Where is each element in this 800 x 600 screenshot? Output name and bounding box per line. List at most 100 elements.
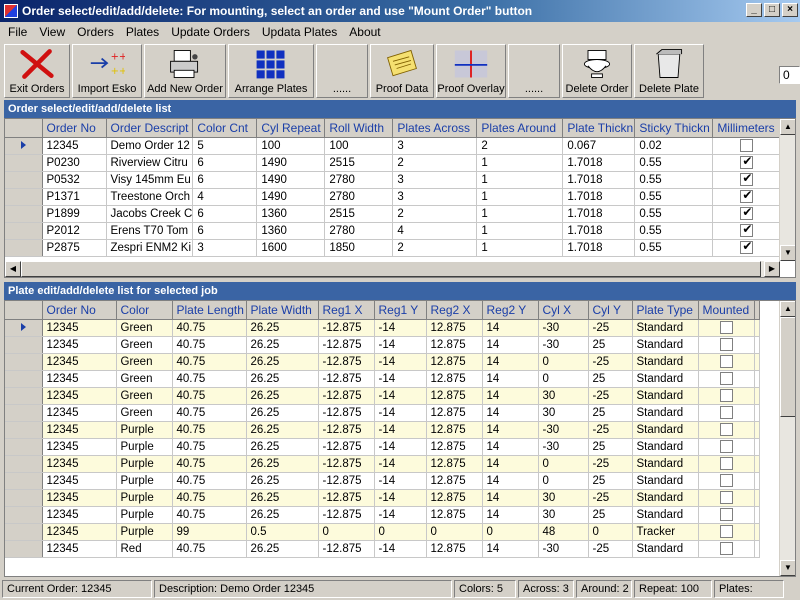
table-row[interactable]: 12345 Purple 40.75 26.25 -12.875 -14 12.875 14 3… <box>5 489 760 507</box>
table-cell[interactable] <box>698 404 755 422</box>
column-header[interactable]: Cyl X <box>538 301 589 320</box>
table-cell[interactable]: -14 <box>374 353 427 371</box>
column-header[interactable]: Reg2 X <box>426 301 483 320</box>
table-cell[interactable]: Green <box>116 336 173 354</box>
checkbox[interactable] <box>740 139 754 152</box>
column-header[interactable]: Plate Type <box>632 301 699 320</box>
scroll-down-icon[interactable]: ▼ <box>780 245 795 261</box>
table-cell[interactable] <box>698 353 755 371</box>
table-cell[interactable]: -30 <box>538 319 589 337</box>
table-cell[interactable]: 12345 <box>42 472 117 490</box>
column-header[interactable]: Color <box>116 301 173 320</box>
table-cell[interactable]: Green <box>116 319 173 337</box>
checkbox[interactable] <box>740 222 754 237</box>
table-cell[interactable]: 4 <box>392 222 478 240</box>
table-cell[interactable]: 26.25 <box>246 455 319 473</box>
table-cell[interactable]: 2 <box>392 154 478 172</box>
row-selector[interactable] <box>5 506 43 524</box>
table-cell[interactable] <box>698 540 755 558</box>
table-cell[interactable]: Green <box>116 370 173 388</box>
table-cell[interactable]: 12345 <box>42 421 117 439</box>
menu-update-orders[interactable]: Update Orders <box>171 25 250 39</box>
orders-hscroll[interactable]: ◀ ▶ <box>5 261 780 277</box>
table-cell[interactable]: Riverview Citru <box>106 154 194 172</box>
table-cell[interactable]: 30 <box>538 489 589 507</box>
table-cell[interactable]: -12.875 <box>318 472 375 490</box>
table-cell[interactable]: 0.067 <box>562 137 636 155</box>
table-cell[interactable]: 40.75 <box>172 438 247 456</box>
table-cell[interactable]: 12.875 <box>426 506 483 524</box>
table-row[interactable]: P1371 Treestone Orch 4 1490 2780 3 1 1.7018 0.55 <box>5 188 787 206</box>
table-cell[interactable]: Jacobs Creek C <box>106 205 194 223</box>
delete-plate-button[interactable]: Delete Plate <box>634 44 704 98</box>
table-cell[interactable]: -12.875 <box>318 319 375 337</box>
table-cell[interactable]: -12.875 <box>318 421 375 439</box>
table-cell[interactable]: 25 <box>588 404 633 422</box>
table-row[interactable]: 12345 Purple 40.75 26.25 -12.875 -14 12.875 14 3… <box>5 506 760 524</box>
table-cell[interactable]: 26.25 <box>246 472 319 490</box>
table-cell[interactable]: 12345 <box>42 319 117 337</box>
table-cell[interactable]: -14 <box>374 319 427 337</box>
table-row[interactable]: 12345 Purple 40.75 26.25 -12.875 -14 12.875 14 0… <box>5 472 760 490</box>
delete-order-button[interactable]: Delete Order <box>562 44 632 98</box>
column-header[interactable]: Mounted <box>698 301 755 320</box>
table-cell[interactable]: 12.875 <box>426 353 483 371</box>
table-cell[interactable]: 1 <box>476 171 564 189</box>
table-cell[interactable]: 12.875 <box>426 370 483 388</box>
table-row[interactable]: 12345 Green 40.75 26.25 -12.875 -14 12.875 14 0-… <box>5 353 760 371</box>
row-selector[interactable] <box>5 489 43 507</box>
table-cell[interactable]: -30 <box>538 540 589 558</box>
scroll-up-icon[interactable]: ▲ <box>780 301 795 317</box>
scroll-up-icon[interactable]: ▲ <box>780 119 795 135</box>
column-header[interactable]: Plate Length <box>172 301 247 320</box>
table-cell[interactable]: 0.55 <box>634 222 714 240</box>
table-row[interactable]: 12345 Purple 40.75 26.25 -12.875 -14 12.875 14-… <box>5 421 760 439</box>
scroll-left-icon[interactable]: ◀ <box>5 261 21 277</box>
table-cell[interactable]: Demo Order 12 <box>106 137 194 155</box>
table-cell[interactable]: 0.55 <box>634 154 714 172</box>
table-cell[interactable]: 40.75 <box>172 370 247 388</box>
table-cell[interactable]: 40.75 <box>172 404 247 422</box>
table-cell[interactable]: Purple <box>116 421 173 439</box>
table-cell[interactable]: 0.55 <box>634 239 714 257</box>
checkbox[interactable] <box>719 508 733 521</box>
column-header[interactable]: Sticky Thickn <box>634 119 714 138</box>
table-cell[interactable]: 25 <box>588 438 633 456</box>
column-header[interactable]: Order No <box>42 119 107 138</box>
table-cell[interactable]: -25 <box>588 540 633 558</box>
table-row[interactable]: 12345 Green 40.75 26.25 -12.875 -14 12.875 14 -3… <box>5 336 760 354</box>
table-cell[interactable]: 12345 <box>42 404 117 422</box>
checkbox[interactable] <box>719 525 733 538</box>
table-cell[interactable]: 40.75 <box>172 472 247 490</box>
row-selector[interactable] <box>5 154 43 172</box>
table-cell[interactable]: 26.25 <box>246 370 319 388</box>
table-cell[interactable]: 1 <box>476 205 564 223</box>
table-cell[interactable] <box>698 472 755 490</box>
table-cell[interactable]: 1600 <box>256 239 326 257</box>
table-cell[interactable]: 40.75 <box>172 540 247 558</box>
table-cell[interactable]: Standard <box>632 506 699 524</box>
table-cell[interactable]: 2515 <box>324 154 394 172</box>
table-cell[interactable]: 3 <box>392 188 478 206</box>
table-cell[interactable]: -25 <box>588 489 633 507</box>
scroll-down-icon[interactable]: ▼ <box>780 560 795 576</box>
table-cell[interactable]: 12345 <box>42 387 117 405</box>
table-cell[interactable]: Erens T70 Tom <box>106 222 194 240</box>
table-cell[interactable]: 2780 <box>324 188 394 206</box>
table-cell[interactable] <box>698 370 755 388</box>
orders-grid[interactable]: Order No Order Descript Color Cnt Cyl Repea… <box>4 118 796 278</box>
checkbox[interactable] <box>719 542 733 555</box>
table-cell[interactable]: 2515 <box>324 205 394 223</box>
column-header[interactable]: Cyl Y <box>588 301 633 320</box>
table-cell[interactable]: 25 <box>588 506 633 524</box>
column-header[interactable]: Color Cnt <box>192 119 258 138</box>
table-row[interactable]: 12345 Purple 40.75 26.25 -12.875 -14 12.875 14 0… <box>5 455 760 473</box>
column-header[interactable]: Reg1 Y <box>374 301 427 320</box>
table-cell[interactable]: Purple <box>116 438 173 456</box>
table-cell[interactable]: -25 <box>588 421 633 439</box>
table-cell[interactable]: 99 <box>172 523 247 541</box>
row-selector[interactable] <box>5 523 43 541</box>
table-cell[interactable]: 26.25 <box>246 387 319 405</box>
table-cell[interactable]: 12345 <box>42 489 117 507</box>
table-cell[interactable]: -12.875 <box>318 455 375 473</box>
